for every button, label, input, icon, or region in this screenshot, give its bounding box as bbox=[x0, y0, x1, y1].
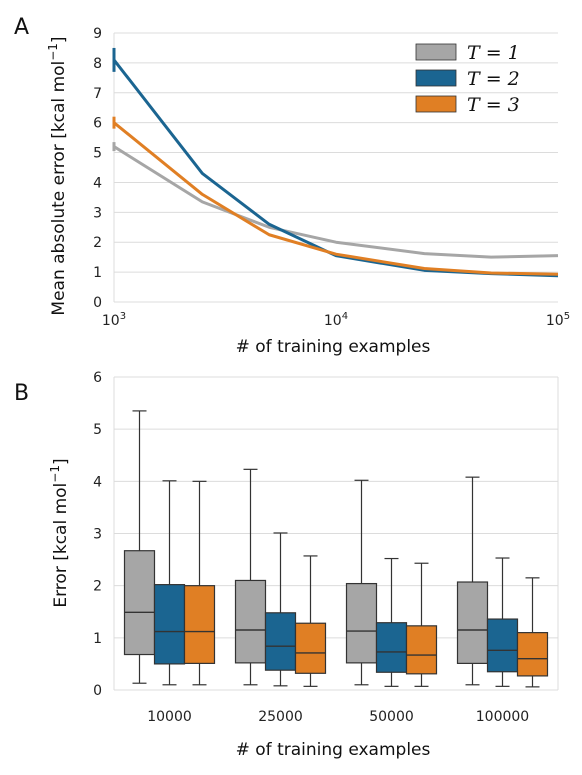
panel-b-x-tick-label: 25000 bbox=[258, 709, 303, 725]
panel-a-y-ticks: 0 1 2 3 4 5 6 7 8 9 bbox=[93, 26, 102, 311]
panel-a-y-tick-label: 2 bbox=[93, 235, 102, 251]
box-t1 bbox=[345, 479, 378, 686]
panel-b-y-tick-label: 5 bbox=[93, 422, 102, 438]
box-t1 bbox=[234, 468, 267, 686]
legend-swatch bbox=[415, 95, 457, 113]
legend-swatch bbox=[415, 43, 457, 61]
panel-b-y-tick-label: 4 bbox=[93, 474, 102, 490]
panel-b-x-tick-label: 100000 bbox=[476, 709, 529, 725]
box-t3 bbox=[405, 562, 438, 687]
panel-a-x-ticks: 103 104 105 bbox=[102, 311, 570, 329]
panel-b-y-tick-label: 0 bbox=[93, 683, 102, 699]
box-iqr bbox=[486, 618, 519, 673]
panel-a-y-tick-label: 1 bbox=[93, 265, 102, 281]
panel-a-y-tick-label: 0 bbox=[93, 295, 102, 311]
panel-b-y-tick-label: 6 bbox=[93, 370, 102, 386]
panel-b: B 0 1 2 3 4 5 6 10000 25000 50000 100000 # of tra… bbox=[14, 370, 559, 760]
panel-b-x-tick-label: 50000 bbox=[369, 709, 414, 725]
box-iqr bbox=[294, 622, 327, 674]
series-line-t1 bbox=[113, 145, 559, 259]
box-iqr bbox=[405, 625, 438, 675]
panel-b-y-tick-label: 1 bbox=[93, 631, 102, 647]
panel-a-x-tick-label: 103 bbox=[102, 311, 126, 329]
panel-a-y-tick-label: 6 bbox=[93, 116, 102, 132]
box-iqr bbox=[264, 612, 297, 671]
panel-label-b: B bbox=[14, 381, 29, 406]
box-t2 bbox=[264, 532, 297, 687]
box-t1 bbox=[456, 476, 489, 686]
box-iqr bbox=[456, 581, 489, 664]
box-t3 bbox=[516, 577, 549, 688]
panel-a-y-tick-label: 7 bbox=[93, 86, 102, 102]
box-iqr bbox=[123, 550, 156, 656]
box-t3 bbox=[183, 480, 216, 686]
panel-a-y-tick-label: 3 bbox=[93, 205, 102, 221]
panel-b-x-axis-label: # of training examples bbox=[236, 740, 431, 760]
box-iqr bbox=[234, 579, 267, 664]
panel-a-x-axis-label: # of training examples bbox=[236, 337, 431, 357]
box-iqr bbox=[375, 622, 408, 673]
panel-b-boxes bbox=[123, 410, 549, 688]
panel-a-y-axis-label: Mean absolute error [kcal mol−1] bbox=[46, 36, 69, 315]
legend-swatch bbox=[415, 69, 457, 87]
box-iqr bbox=[345, 582, 378, 664]
box-iqr bbox=[153, 584, 186, 665]
panel-label-a: A bbox=[14, 15, 29, 40]
box-t3 bbox=[294, 555, 327, 687]
box-t2 bbox=[486, 557, 519, 687]
panel-a-x-tick-label: 105 bbox=[546, 311, 570, 329]
panel-b-y-ticks: 0 1 2 3 4 5 6 bbox=[93, 370, 102, 699]
panel-a-y-tick-label: 4 bbox=[93, 175, 102, 191]
panel-b-x-ticks: 10000 25000 50000 100000 bbox=[147, 709, 529, 725]
panel-a-y-tick-label: 5 bbox=[93, 146, 102, 162]
panel-b-x-tick-label: 10000 bbox=[147, 709, 192, 725]
box-t2 bbox=[153, 480, 186, 686]
box-iqr bbox=[183, 585, 216, 664]
box-iqr bbox=[516, 632, 549, 677]
series-line-t3 bbox=[113, 121, 559, 276]
panel-a-grid bbox=[113, 32, 558, 303]
legend-label: T = 2 bbox=[467, 68, 520, 90]
box-t1 bbox=[123, 410, 156, 684]
panel-b-y-axis-label: Error [kcal mol−1] bbox=[48, 458, 71, 607]
panel-a-lines bbox=[112, 47, 559, 278]
legend-label: T = 1 bbox=[467, 42, 520, 64]
panel-b-y-tick-label: 3 bbox=[93, 527, 102, 543]
panel-a-y-tick-label: 9 bbox=[93, 26, 102, 42]
box-t2 bbox=[375, 557, 408, 687]
legend-label: T = 3 bbox=[467, 94, 520, 116]
panel-b-y-tick-label: 2 bbox=[93, 579, 102, 595]
panel-a-x-tick-label: 104 bbox=[324, 311, 348, 329]
panel-a-legend: T = 1 T = 2 T = 3 bbox=[415, 42, 520, 116]
panel-a: A 0 1 2 3 4 5 6 7 8 9 103 104 105 # of training exa… bbox=[14, 15, 570, 357]
panel-a-y-tick-label: 8 bbox=[93, 56, 102, 72]
